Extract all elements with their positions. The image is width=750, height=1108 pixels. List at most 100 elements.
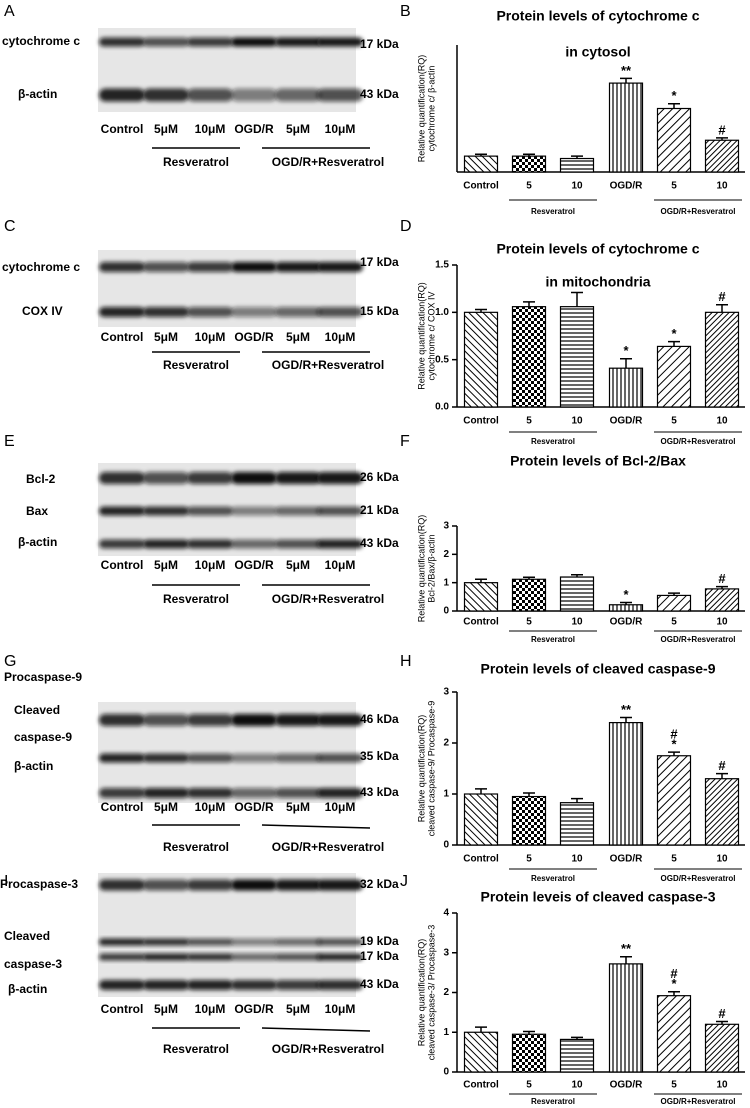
band [317, 788, 363, 798]
bar [704, 1023, 740, 1073]
bar [608, 604, 644, 612]
significance-mark: # [718, 758, 726, 773]
panel-letter: B [400, 3, 411, 20]
lane-label: OGD/R [234, 1002, 274, 1016]
panel-letter: G [4, 653, 16, 670]
error-bar [571, 155, 583, 159]
band [317, 262, 363, 272]
significance-mark: * [671, 976, 677, 991]
lane-label: Control [101, 1002, 144, 1016]
bar [608, 82, 644, 173]
error-bar [571, 797, 583, 803]
protein-label: cytochrome c [2, 34, 80, 48]
kda-label: 17 kDa [360, 949, 399, 963]
bar [608, 367, 644, 408]
significance-mark: * [671, 326, 677, 341]
group-label: Resveratrol [531, 437, 575, 446]
band [187, 539, 233, 549]
y-axis-label: Bcl-2/Bax/β-actin [426, 534, 436, 602]
error-bar [716, 1020, 728, 1025]
band [275, 472, 321, 484]
group-label: OGD/R+Resveratrol [272, 1042, 384, 1056]
band [275, 938, 321, 946]
bar [511, 1033, 547, 1073]
panel-letter: C [4, 218, 16, 235]
band [275, 307, 321, 317]
group-label: OGD/R+Resveratrol [272, 155, 384, 169]
x-tick-label: 5 [671, 1080, 677, 1091]
error-bar [571, 1036, 583, 1040]
x-tick-label: Control [463, 416, 499, 427]
lane-label: 10μM [195, 1002, 226, 1016]
blot-background [98, 873, 356, 997]
band [143, 714, 189, 726]
lane-label: 5μM [286, 558, 310, 572]
group-label: OGD/R+Resveratrol [661, 874, 736, 883]
protein-label: Procaspase-9 [4, 670, 82, 684]
band [99, 788, 145, 798]
band [99, 506, 145, 516]
lane-label: OGD/R [234, 122, 274, 136]
band [275, 506, 321, 516]
group-label: Resveratrol [163, 155, 229, 169]
bar [656, 995, 692, 1073]
band [99, 262, 145, 272]
band [231, 980, 277, 990]
lane-label: 5μM [286, 330, 310, 344]
x-tick-label: 5 [526, 854, 532, 865]
significance-mark: # [718, 122, 726, 137]
band [143, 262, 189, 272]
kda-label: 15 kDa [360, 304, 399, 318]
band [231, 539, 277, 549]
group-label: OGD/R+Resveratrol [661, 437, 736, 446]
band [275, 539, 321, 549]
error-bar [475, 153, 487, 157]
y-tick-label: 1.5 [435, 260, 449, 271]
protein-label: Cleaved [14, 703, 60, 717]
band [143, 753, 189, 763]
protein-label: cytochrome c [2, 260, 80, 274]
bar [656, 594, 692, 612]
significance-mark: # [718, 1006, 726, 1021]
significance-mark: # [718, 571, 726, 586]
x-tick-label: 10 [716, 1080, 728, 1091]
band [99, 88, 145, 102]
bar [559, 1038, 595, 1073]
y-tick-label: 2 [443, 549, 449, 560]
band [187, 506, 233, 516]
kda-label: 26 kDa [360, 470, 399, 484]
band [187, 753, 233, 763]
bar [559, 306, 595, 408]
x-tick-label: OGD/R [610, 416, 644, 427]
band [317, 980, 363, 990]
x-tick-label: Control [463, 854, 499, 865]
panel-letter: A [4, 3, 15, 20]
band [99, 753, 145, 763]
band [231, 472, 277, 484]
band [187, 472, 233, 484]
lane-label: 10μM [325, 800, 356, 814]
significance-mark: # [718, 289, 726, 304]
y-axis-label: Relative quantification(RQ) [416, 715, 426, 823]
error-bar [620, 77, 632, 84]
error-bar [668, 592, 680, 596]
band [231, 938, 277, 946]
lane-label: Control [101, 800, 144, 814]
band [99, 539, 145, 549]
panel-letter: H [400, 653, 412, 670]
error-bar [716, 585, 728, 589]
band [231, 714, 277, 726]
group-label: Resveratrol [163, 1042, 229, 1056]
lane-label: 10μM [195, 122, 226, 136]
x-tick-label: 10 [716, 617, 728, 628]
x-tick-label: 5 [671, 854, 677, 865]
group-label: OGD/R+Resveratrol [661, 635, 736, 644]
band [143, 539, 189, 549]
error-bar [523, 301, 535, 307]
error-bar [668, 340, 680, 347]
kda-label: 32 kDa [360, 877, 399, 891]
y-tick-label: 2 [443, 738, 449, 749]
significance-mark: * [671, 88, 677, 103]
group-label: Resveratrol [531, 1097, 575, 1106]
band [317, 753, 363, 763]
